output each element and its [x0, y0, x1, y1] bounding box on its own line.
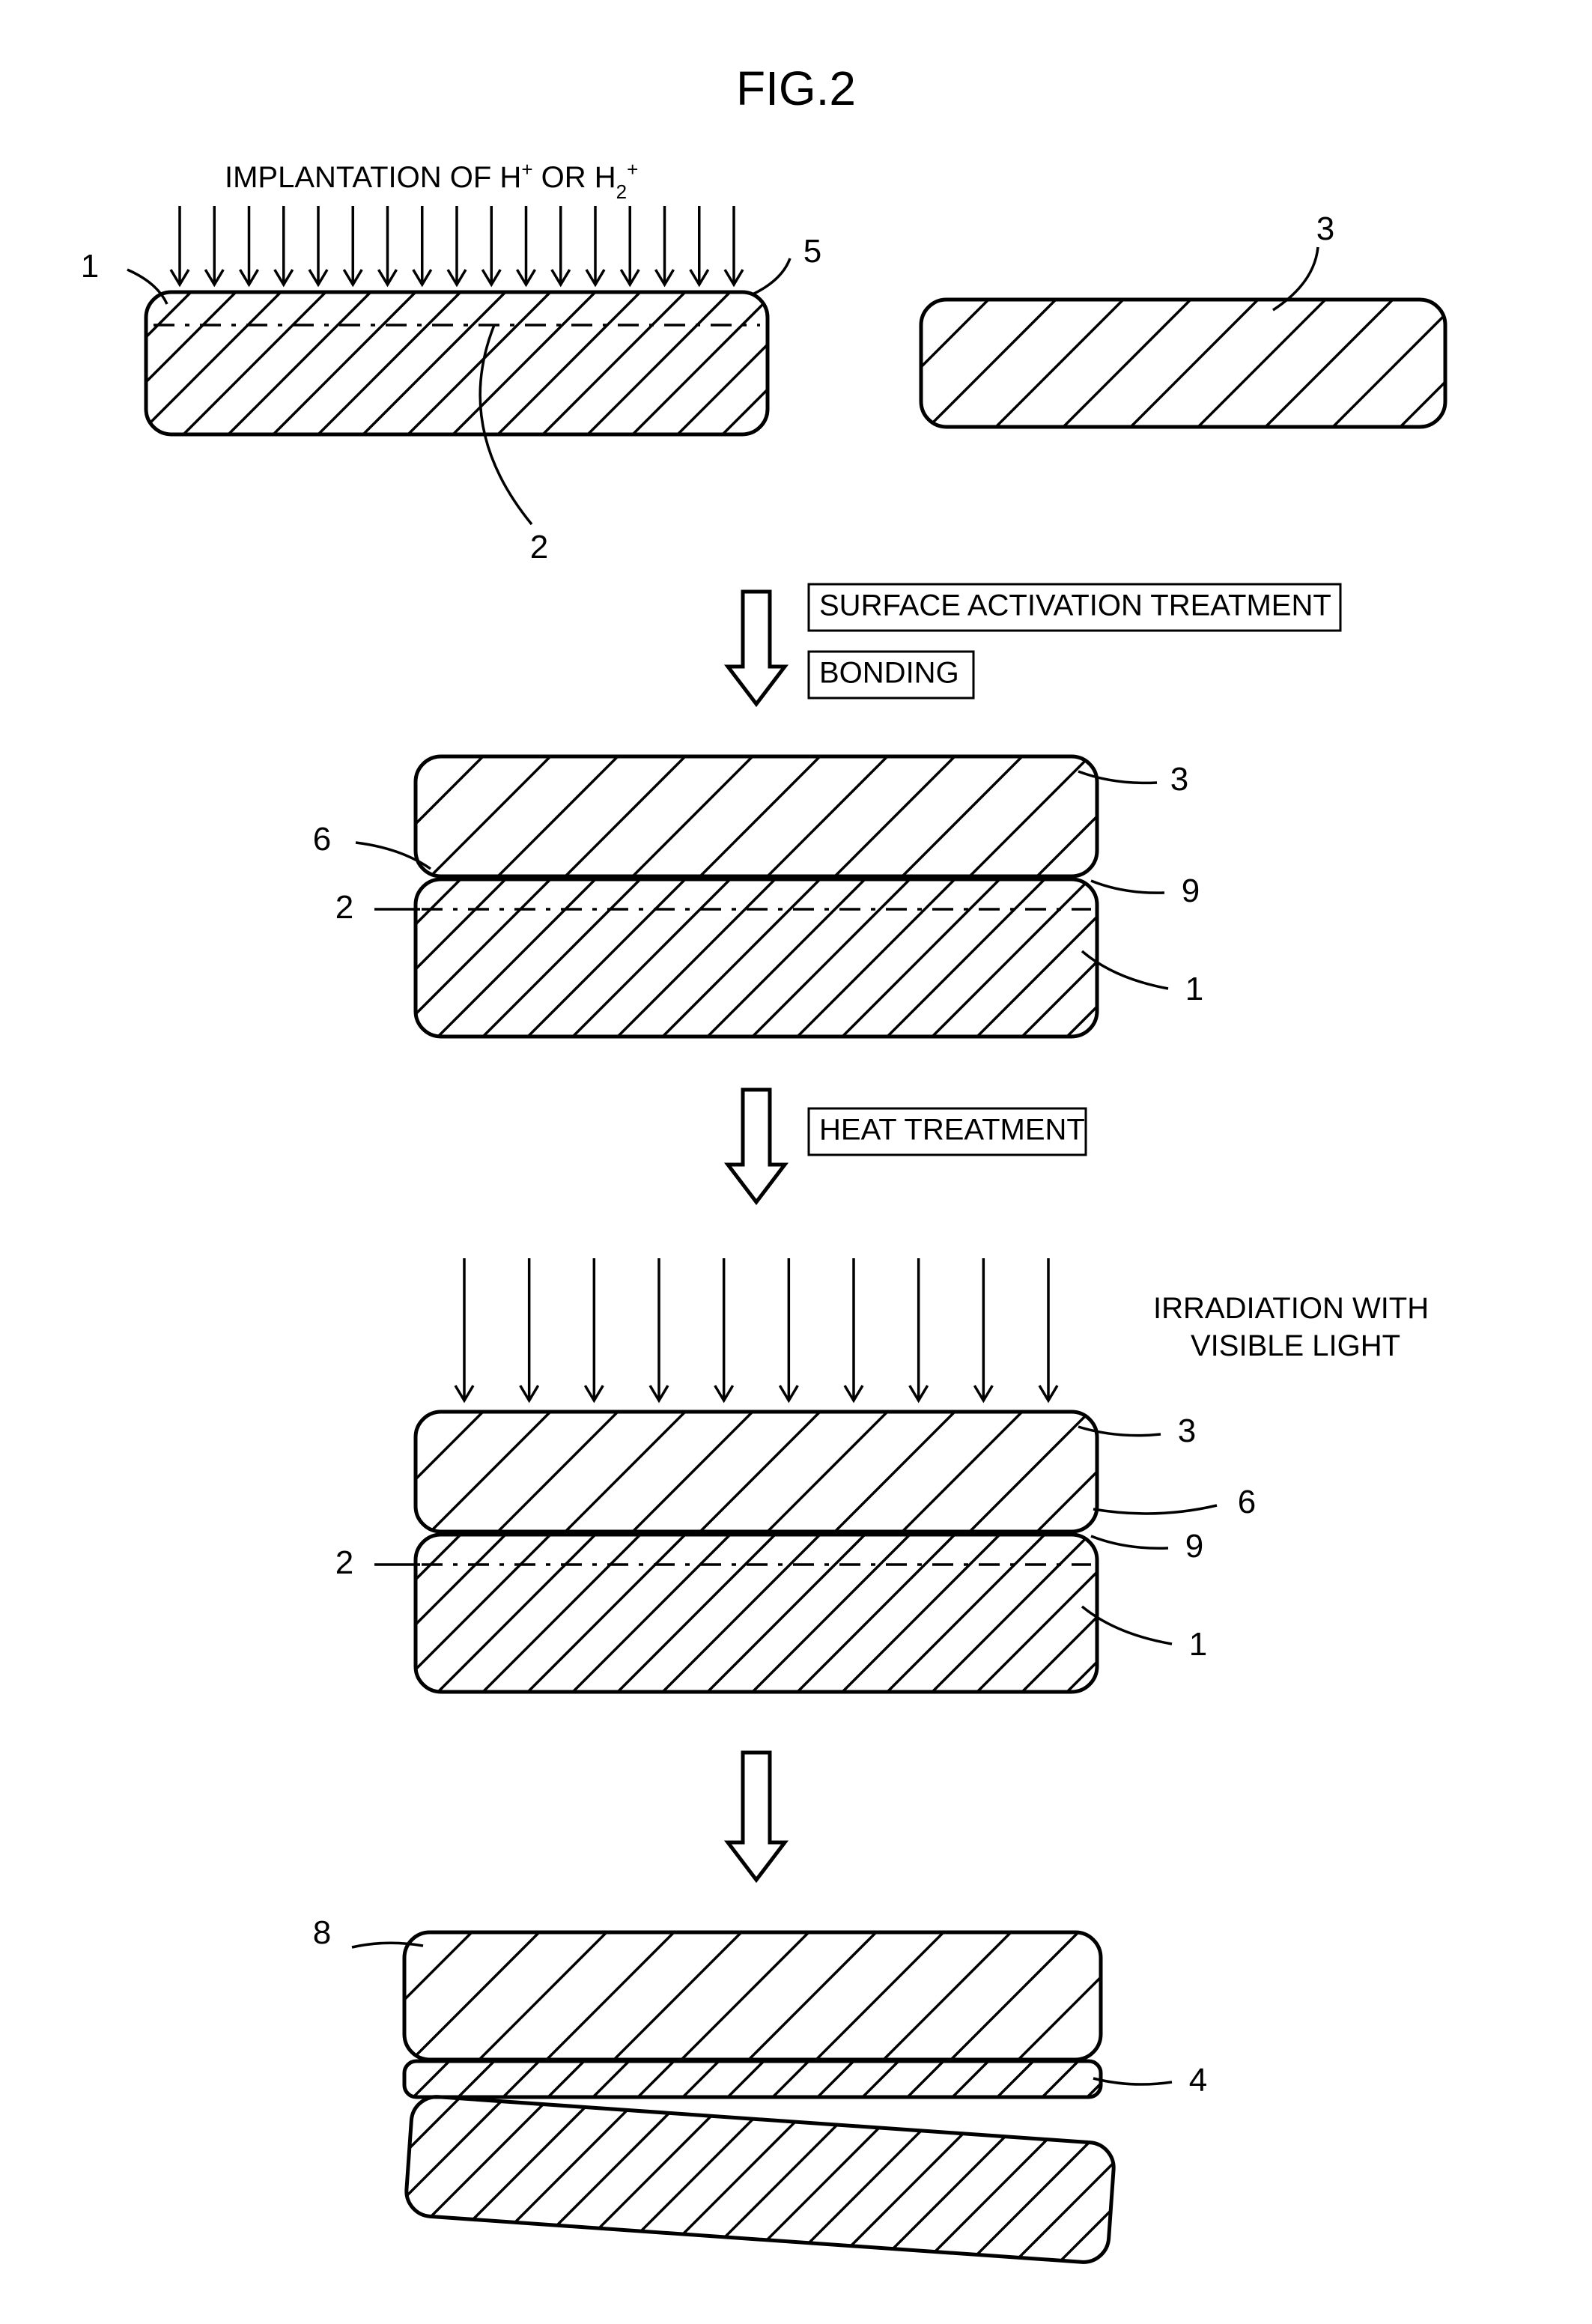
leader-line	[127, 270, 167, 304]
bonded-bottom-1	[213, 879, 1269, 1037]
result-film-4	[323, 2061, 1168, 2097]
wafer-3	[726, 300, 1592, 427]
leader-line	[1082, 951, 1168, 989]
figure-title: FIG.2	[736, 61, 856, 115]
step4-line1: IRRADIATION WITH	[1153, 1292, 1429, 1325]
label-8: 8	[313, 1914, 331, 1951]
process-arrow-down	[728, 1090, 785, 1202]
label-9b: 9	[1185, 1528, 1203, 1565]
leader-line	[1091, 1536, 1168, 1548]
implantation-label: IMPLANTATION OF H+ OR H2+	[225, 158, 638, 203]
step2Label: BONDING	[819, 657, 959, 690]
result-top	[210, 1932, 1280, 2060]
label-5: 5	[803, 233, 821, 270]
leader-line	[1093, 1505, 1217, 1514]
leader-line	[1093, 2078, 1172, 2084]
label-6b: 6	[1238, 1484, 1256, 1520]
label-1b: 1	[1185, 971, 1203, 1007]
bonded-top-3-outline	[416, 756, 1097, 876]
irr-top-3	[228, 1412, 1224, 1532]
result-leftover	[64, 2090, 1456, 2269]
label-1: 1	[81, 248, 99, 285]
step3Label: HEAT TREATMENT	[819, 1114, 1085, 1147]
label-4: 4	[1189, 2062, 1207, 2099]
label-1c: 1	[1189, 1626, 1207, 1663]
irr-bottom-1	[213, 1535, 1269, 1692]
wafer-3-outline	[921, 300, 1445, 427]
label-9: 9	[1182, 873, 1200, 909]
leader-line	[1078, 1427, 1161, 1436]
leader-line	[753, 258, 790, 294]
label-3b: 3	[1170, 761, 1188, 798]
label-6: 6	[313, 821, 331, 858]
leader-line	[1091, 881, 1164, 893]
label-2c: 2	[335, 1544, 353, 1581]
irr-top-3-outline	[416, 1412, 1097, 1532]
label-3c: 3	[1178, 1413, 1196, 1449]
step1Label: SURFACE ACTIVATION TREATMENT	[819, 589, 1331, 622]
step4-line2: VISIBLE LIGHT	[1191, 1329, 1400, 1362]
result-top-outline	[404, 1932, 1101, 2060]
label-2: 2	[530, 529, 548, 565]
process-arrow-down	[728, 592, 785, 704]
leader-line	[1078, 771, 1157, 783]
leader-line	[352, 1943, 423, 1947]
label-3: 3	[1316, 210, 1334, 247]
wafer-1	[0, 292, 955, 434]
process-arrow-down	[728, 1753, 785, 1880]
wafer-1-outline	[146, 292, 768, 434]
label-2b: 2	[335, 889, 353, 926]
bonded-top-3	[228, 756, 1224, 876]
